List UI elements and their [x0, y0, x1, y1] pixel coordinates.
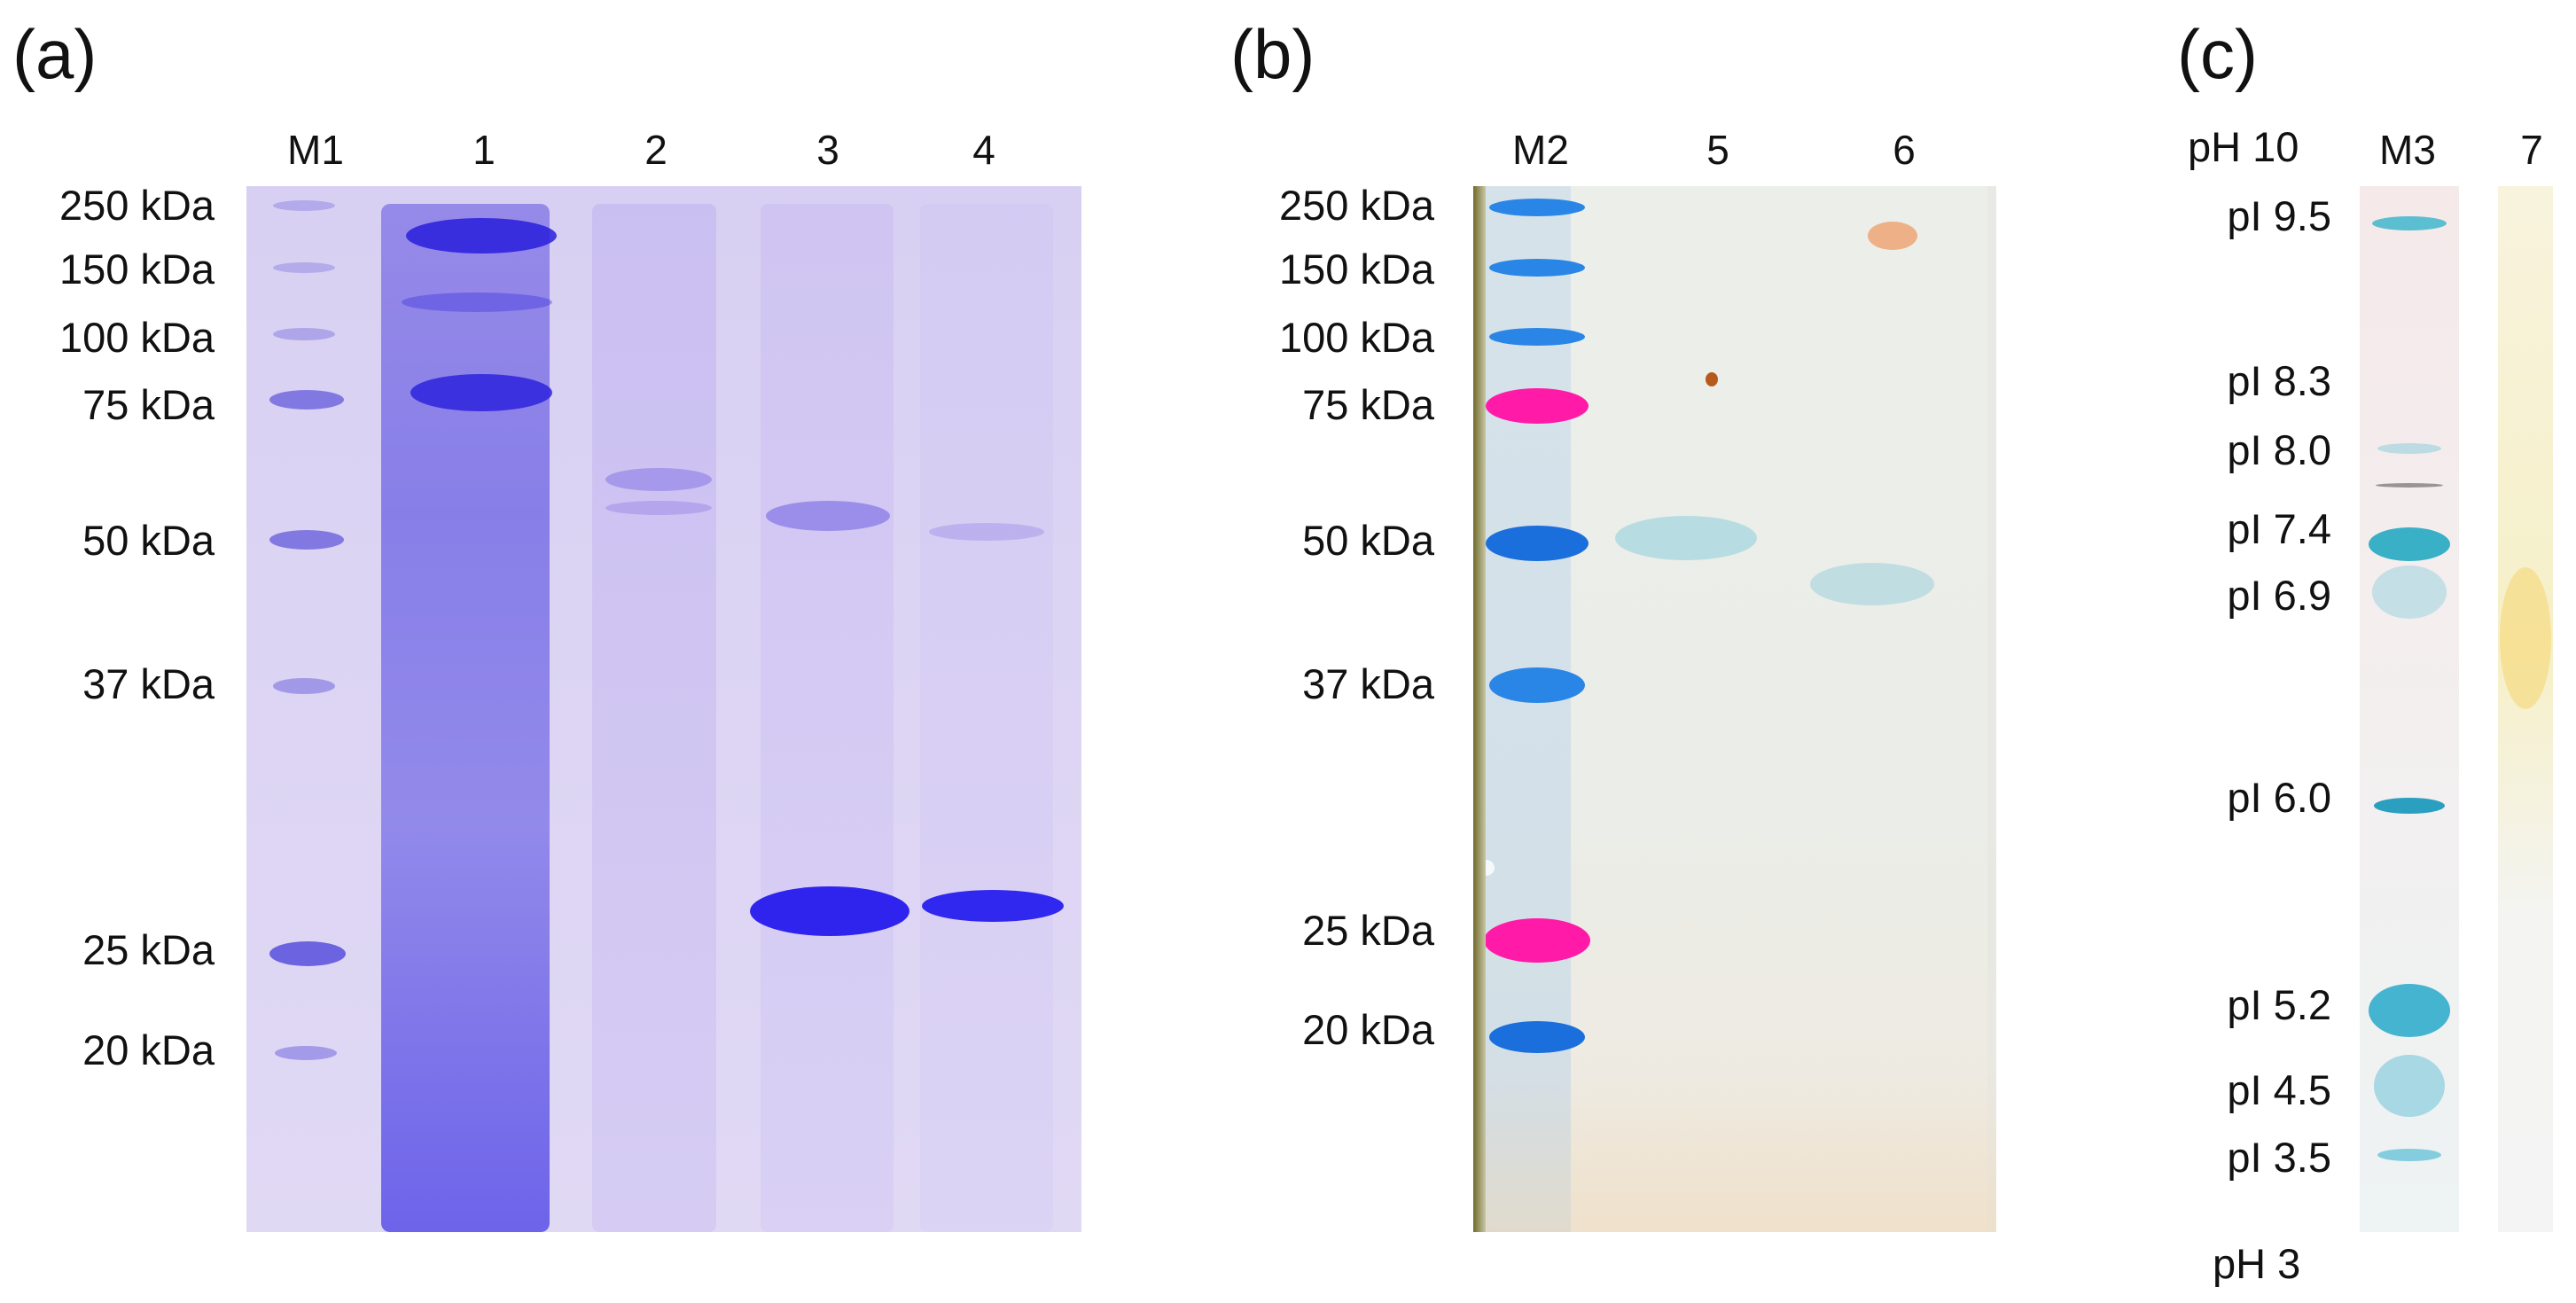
- blot-edge: [1473, 186, 1486, 1232]
- pi-label-9-5: pI 9.5: [2227, 192, 2331, 239]
- panel-c-letter: (c): [2177, 15, 2258, 93]
- western-blot-image: [1473, 186, 1996, 1232]
- pi-label-6-0: pI 6.0: [2227, 774, 2331, 821]
- marker-label-75: 75 kDa: [1302, 381, 1434, 428]
- lane-label-3: 3: [816, 127, 839, 173]
- ief-marker-strip: [2360, 186, 2459, 1232]
- pi-label-5-2: pI 5.2: [2227, 981, 2331, 1028]
- pi-label-4-5: pI 4.5: [2227, 1066, 2331, 1113]
- ph-bottom-label: pH 3: [2213, 1240, 2301, 1287]
- marker-label-25: 25 kDa: [82, 926, 215, 973]
- lane-label-4: 4: [972, 127, 995, 173]
- coomassie-gel-image: [246, 186, 1081, 1232]
- marker-label-50: 50 kDa: [1302, 517, 1434, 564]
- marker-label-20: 20 kDa: [82, 1026, 215, 1073]
- pi-label-3-5: pI 3.5: [2227, 1134, 2331, 1181]
- marker-label-50: 50 kDa: [82, 517, 215, 564]
- marker-label-100: 100 kDa: [59, 314, 215, 361]
- lane-label-m3: M3: [2379, 127, 2436, 173]
- lane-label-m2: M2: [1512, 127, 1569, 173]
- marker-label-37: 37 kDa: [1302, 660, 1434, 707]
- panel-b-letter: (b): [1230, 15, 1315, 93]
- pi-label-6-9: pI 6.9: [2227, 572, 2331, 619]
- ief-sample-strip: [2498, 186, 2553, 1232]
- marker-label-250: 250 kDa: [1278, 182, 1434, 229]
- lane-label-6: 6: [1893, 127, 1916, 173]
- pi-label-8-0: pI 8.0: [2227, 426, 2331, 473]
- pi-label-7-4: pI 7.4: [2227, 505, 2331, 552]
- ph-top-label: pH 10: [2188, 123, 2299, 170]
- lane-label-2: 2: [644, 127, 667, 173]
- marker-label-25: 25 kDa: [1302, 907, 1434, 954]
- marker-label-150: 150 kDa: [59, 246, 215, 293]
- marker-label-250: 250 kDa: [59, 182, 215, 229]
- panel-a-letter: (a): [12, 15, 98, 93]
- lane-label-m1: M1: [287, 127, 344, 173]
- lane-label-7: 7: [2520, 127, 2543, 173]
- marker-label-150: 150 kDa: [1278, 246, 1434, 293]
- marker-label-37: 37 kDa: [82, 660, 215, 707]
- lane-label-1: 1: [472, 127, 496, 173]
- pi-label-8-3: pI 8.3: [2227, 357, 2331, 404]
- lane-label-5: 5: [1706, 127, 1729, 173]
- marker-label-75: 75 kDa: [82, 381, 215, 428]
- marker-label-100: 100 kDa: [1278, 314, 1434, 361]
- marker-label-20: 20 kDa: [1302, 1006, 1434, 1053]
